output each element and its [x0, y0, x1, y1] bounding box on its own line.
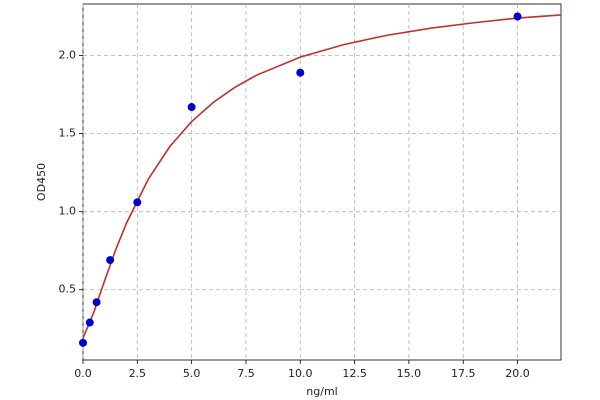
x-tick-label: 15.0 [397, 367, 422, 380]
data-point [513, 12, 522, 21]
data-point [187, 103, 196, 112]
x-tick-label: 0.0 [74, 367, 92, 380]
y-axis-label: OD450 [35, 163, 48, 201]
y-tick-label: 0.5 [59, 283, 77, 296]
plot-frame [82, 3, 562, 361]
data-point [133, 198, 142, 207]
x-tick-label: 2.5 [129, 367, 147, 380]
y-tick-label: 1.5 [59, 127, 77, 140]
x-tick-label: 5.0 [183, 367, 201, 380]
y-tick-label: 2.0 [59, 49, 77, 62]
data-point [85, 318, 94, 327]
x-tick-label: 17.5 [451, 367, 476, 380]
x-axis-label: ng/ml [306, 385, 337, 398]
data-point [296, 68, 305, 77]
x-tick-label: 20.0 [505, 367, 530, 380]
data-point [79, 338, 87, 347]
x-tick-label: 10.0 [288, 367, 313, 380]
x-tick-label: 7.5 [237, 367, 255, 380]
fit-curve [82, 14, 562, 339]
x-tick-label: 12.5 [342, 367, 367, 380]
data-point [106, 256, 115, 265]
y-tick-label: 1.0 [59, 205, 77, 218]
data-point [92, 298, 101, 307]
